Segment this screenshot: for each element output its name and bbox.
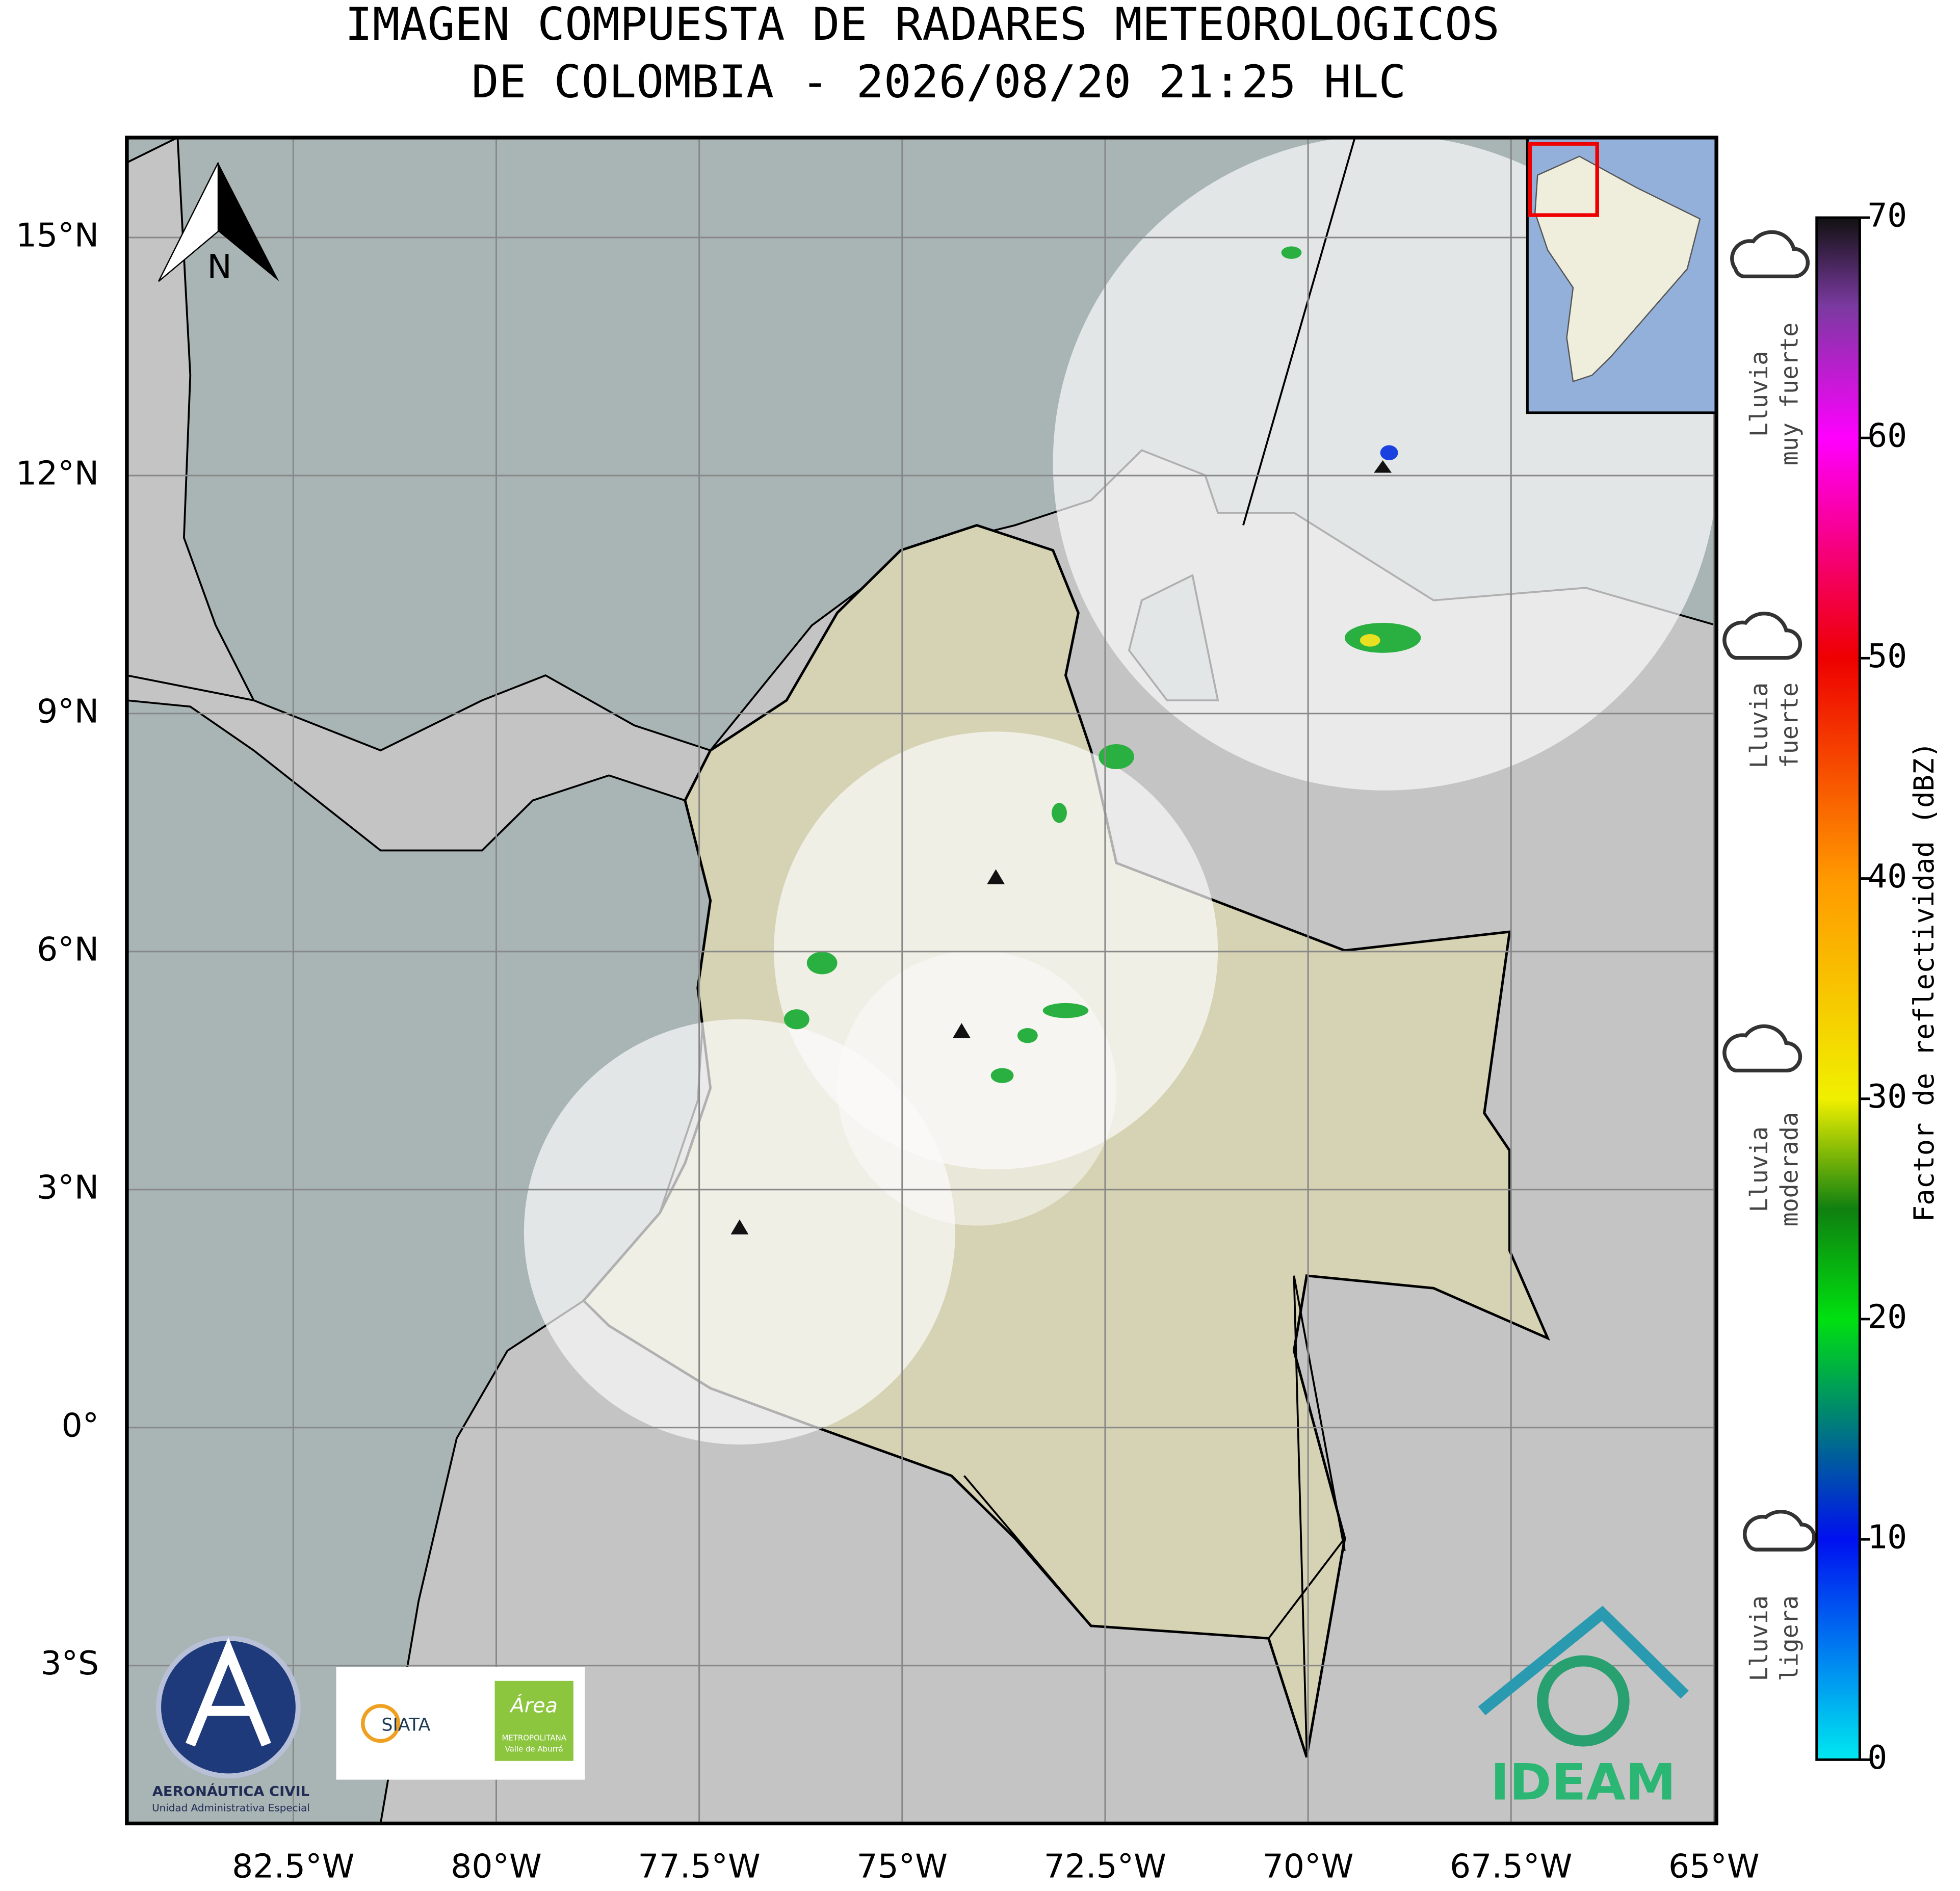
colorbar-tick-label: 50: [1867, 637, 1907, 675]
inset-extent: [1528, 142, 1599, 217]
border: [1242, 137, 1356, 1551]
icon-cloud: [1722, 611, 1802, 660]
colorbar-tick-label: 10: [1867, 1518, 1907, 1556]
logo-sun: [361, 1704, 401, 1743]
echo: [1281, 246, 1302, 259]
lon-tick-label: 72.5°W: [1044, 1848, 1166, 1885]
lon-tick-label: 77.5°W: [638, 1848, 760, 1885]
echo: [1042, 1003, 1089, 1018]
rain-label: Lluvia: [1745, 351, 1773, 437]
logo-siata-area: SIATA Área METROPOLITANA Valle de Aburrá: [336, 1667, 585, 1780]
icon-cloud: [1730, 230, 1810, 278]
lat-tick-label: 15°N: [16, 217, 99, 254]
title-line: IMAGEN COMPUESTA DE RADARES METEOROLOGIC…: [345, 0, 1500, 50]
echo: [784, 1009, 809, 1030]
logo-text: AERONÁUTICA CIVIL: [152, 1783, 309, 1800]
lon-tick-label: 70°W: [1263, 1848, 1354, 1885]
radar-site: [1374, 460, 1392, 473]
echo: [1052, 803, 1067, 823]
lon-tick-label: 82.5°W: [232, 1848, 354, 1885]
colorbar-tick-label: 60: [1867, 417, 1907, 455]
logo-swirl: [1537, 1655, 1630, 1747]
inset-land: [1534, 155, 1701, 383]
lon-tick-label: 67.5°W: [1450, 1848, 1572, 1885]
colorbar-label: Factor de reflectividad (dBZ): [1908, 742, 1940, 1222]
lon-tick-label: 75°W: [856, 1848, 948, 1885]
colorbar-tick-label: 0: [1867, 1739, 1887, 1776]
echo: [1099, 744, 1134, 770]
rain-label: ligera: [1775, 1595, 1804, 1681]
echo: [1017, 1028, 1038, 1043]
echo: [806, 952, 838, 975]
logo-symbol: [186, 1637, 271, 1747]
map: N AERONÁUTICA CIVIL Unidad Administrativ…: [126, 137, 1717, 1824]
colorbar-scale: [1815, 216, 1861, 1761]
icon-cloud: [1743, 1510, 1816, 1552]
graticule: [126, 137, 1717, 1824]
logo-area-box: [494, 1680, 573, 1761]
lat-tick-label: 0°: [62, 1407, 99, 1444]
rain-label: Lluvia: [1745, 1595, 1773, 1681]
icon-cloud: [1722, 1024, 1802, 1073]
colorbar-tick-label: 70: [1867, 197, 1907, 234]
logo-roof: [1478, 1606, 1689, 1716]
lat-tick-label: 6°N: [37, 931, 99, 968]
logo-text: METROPOLITANA: [502, 1734, 566, 1743]
echo: [1380, 445, 1398, 460]
radar-sites: [730, 460, 1392, 1235]
logo-ideam: IDEAM: [1478, 1606, 1689, 1811]
rain-label: Lluvia: [1745, 682, 1773, 768]
rain-label: moderada: [1775, 1112, 1804, 1226]
radar-site: [952, 1023, 971, 1038]
lon-tick-label: 65°W: [1668, 1848, 1760, 1885]
logo-text: IDEAM: [1491, 1753, 1676, 1811]
echo: [990, 1068, 1014, 1083]
logo-text: Valle de Aburrá: [505, 1745, 563, 1754]
title-line: DE COLOMBIA - 2026/08/20 21:25 HLC: [472, 56, 1406, 108]
rain-icons: [1722, 230, 1816, 1552]
logo-text: Unidad Administrativa Especial: [152, 1802, 310, 1814]
radar-echoes: [784, 246, 1421, 1083]
rain-label: Lluvia: [1745, 1126, 1773, 1212]
logo-text: SIATA: [381, 1715, 430, 1736]
colorbar-tick-label: 30: [1867, 1078, 1907, 1116]
logo-text: Área: [509, 1694, 558, 1718]
radar-site: [730, 1219, 749, 1235]
colorbar-tick-label: 40: [1867, 857, 1907, 895]
lat-tick-label: 12°N: [16, 455, 99, 492]
lon-tick-label: 80°W: [451, 1848, 542, 1885]
land: [126, 674, 712, 852]
radar-site: [987, 869, 1005, 884]
map-ticks: 82.5°W 80°W 77.5°W 75°W 72.5°W 70°W 67.5°W 65°W…: [16, 217, 1760, 1885]
colorbar-tick-label: 20: [1867, 1298, 1907, 1336]
radar-coverage: [837, 950, 1117, 1226]
rain-label: fuerte: [1775, 682, 1804, 768]
border: [963, 1275, 1346, 1751]
map-frame: [125, 136, 1718, 1826]
lat-tick-label: 3°S: [41, 1645, 99, 1683]
north-label: N: [207, 248, 231, 285]
logo-aerocivil: AERONÁUTICA CIVIL Unidad Administrativa …: [152, 1636, 310, 1814]
echo: [1360, 634, 1380, 647]
lat-tick-label: 3°N: [37, 1169, 99, 1206]
lat-tick-label: 9°N: [37, 693, 99, 730]
rain-label: muy fuerte: [1775, 323, 1804, 466]
colorbar: 0 10 20 30 40 50 60 70 Factor de reflectividad (…: [1815, 197, 1940, 1777]
echo: [1344, 622, 1421, 653]
